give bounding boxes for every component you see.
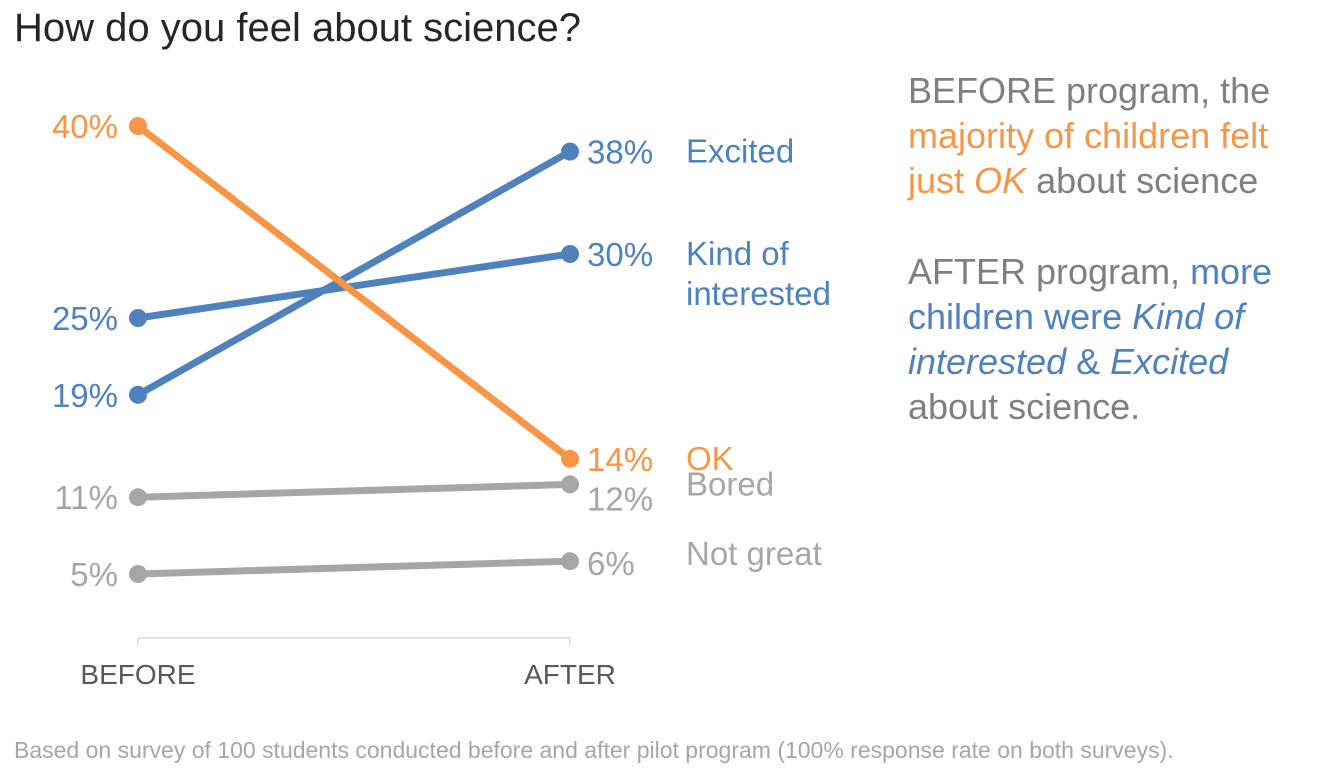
annotation-after-kind-of-interested: Kind of interested [908,296,1245,382]
annotation-after-highlight: more children were [908,251,1273,337]
point-before-ok [129,117,147,135]
series-line-bored [134,480,574,501]
point-before-kind-of-interested [129,309,147,327]
annotation-after-text-2: about science. [908,386,1141,427]
point-after-not-great [561,552,579,571]
footnote: Based on survey of 100 students conducte… [14,737,1174,763]
point-before-excited [129,385,147,404]
point-after-excited [561,142,579,161]
annotation-before-text-2: about science [1036,160,1259,201]
data-label-after-bored: 12% [587,480,653,517]
point-before-bored [129,488,147,507]
slope-chart: BEFORE AFTER 19% 25% 40% 11% 5% 38% Excited 30% Ki… [52,108,831,690]
point-before-not-great [129,565,147,583]
data-label-after-not-great: 6% [587,545,635,582]
point-after-bored [561,475,579,494]
series-name-not-great: Not great [686,535,822,572]
point-after-ok [561,449,579,468]
data-label-before-ok: 40% [52,108,118,145]
data-label-before-kind-of-interested: 25% [52,300,118,337]
series-line-ok [134,122,574,463]
x-tick-label-after: AFTER [524,659,616,690]
series-name-bored: Bored [686,465,774,502]
series-line-excited [134,148,574,399]
chart-title: How do you feel about science? [14,6,582,50]
annotation-after-text-1: AFTER program, [908,251,1191,292]
series-line-kind-of-interested [134,250,574,322]
annotation-before: BEFORE program, the majority of children… [908,68,1328,203]
series-name-excited: Excited [686,133,794,170]
x-tick-label-before: BEFORE [80,659,195,690]
annotation-after-ampersand: & [1066,341,1111,382]
data-label-before-excited: 19% [52,377,118,414]
data-label-before-not-great: 5% [70,556,118,593]
series-line-not-great [134,557,574,578]
annotation-before-ok: OK [974,160,1027,201]
data-label-after-ok: 14% [587,441,653,478]
series-name-kind-of-interested-line-2: interested [686,275,831,312]
annotation-before-text-1: BEFORE program, the [908,70,1271,111]
data-label-before-bored: 11% [54,479,118,516]
data-label-after-kind-of-interested: 30% [587,236,653,273]
series-name-ok: OK [686,440,734,477]
series-name-kind-of-interested-line-1: Kind of [686,235,790,272]
point-after-kind-of-interested [561,245,579,263]
annotation: BEFORE program, the majority of children… [908,68,1328,429]
annotation-before-highlight: majority of children felt just [908,115,1269,201]
data-label-after-excited: 38% [587,134,653,171]
annotation-after: AFTER program, more children were Kind o… [908,249,1328,429]
annotation-after-excited: Excited [1110,341,1229,382]
